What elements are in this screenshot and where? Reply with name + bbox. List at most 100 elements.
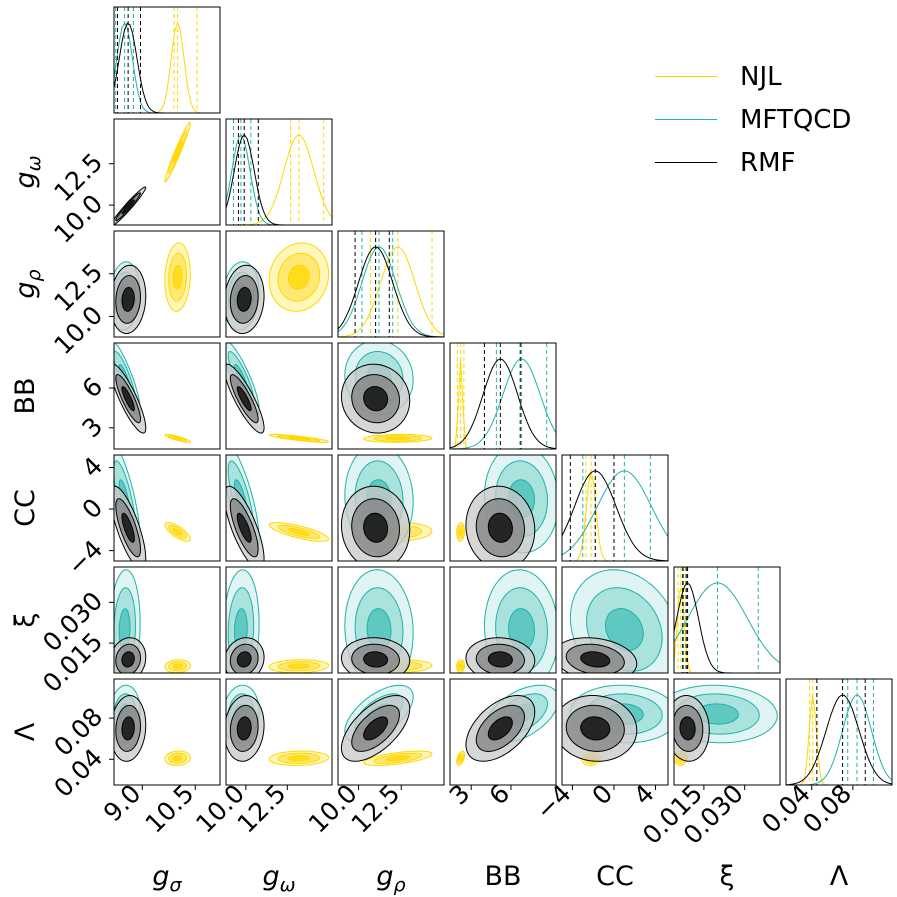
- axis-label-symbol: ξ: [719, 861, 734, 892]
- panel-frame: [113, 118, 221, 226]
- x-axis-label: Λ: [830, 861, 849, 892]
- contour-njl: [287, 264, 310, 290]
- histogram-rmf: [562, 470, 668, 561]
- x-axis-label: gρ: [376, 861, 405, 896]
- contour-njl: [458, 528, 463, 536]
- contour-njl: [172, 436, 183, 441]
- y-axis-label: ξ: [10, 612, 41, 627]
- panel-content: [456, 455, 556, 561]
- contour-rmf: [121, 386, 135, 412]
- contour-rmf: [121, 651, 135, 668]
- panel-frame: [337, 566, 445, 674]
- contour-rmf: [236, 386, 252, 412]
- histogram-rmf: [786, 694, 892, 785]
- subplot-panel: [225, 454, 333, 562]
- panel-content: [226, 242, 330, 335]
- legend-entry: RMF: [652, 143, 892, 183]
- histogram-njl: [338, 246, 444, 337]
- contour-rmf: [121, 199, 135, 215]
- subplot-panel: [449, 454, 557, 562]
- panel-content: [340, 569, 433, 673]
- panel-content: [226, 684, 330, 766]
- histogram-njl: [674, 587, 780, 673]
- histogram-njl: [562, 470, 668, 561]
- contour-njl: [287, 528, 310, 536]
- panel-frame: [561, 678, 669, 786]
- axis-label-symbol: g: [10, 281, 41, 298]
- panel-frame: [337, 454, 445, 562]
- histogram-rmf: [450, 358, 556, 449]
- axis-label-symbol: g: [376, 861, 393, 892]
- axis-label-symbol: g: [152, 861, 169, 892]
- x-tick-label: −4: [530, 779, 577, 826]
- contour-njl: [385, 436, 411, 441]
- subplot-panel: 0.040.08: [756, 678, 893, 839]
- panel-content: [226, 119, 332, 225]
- subplot-panel: [225, 342, 333, 450]
- x-tick-label: 3: [444, 779, 476, 811]
- panel-content: [562, 569, 668, 673]
- histogram-rmf: [674, 582, 780, 673]
- axis-label-symbol: Λ: [830, 861, 849, 892]
- subplot-panel: 36: [76, 342, 221, 450]
- histogram-mftqcd: [562, 470, 668, 556]
- contour-rmf: [580, 716, 611, 741]
- subplot-panel: [337, 454, 445, 562]
- subplot-panel: [225, 118, 333, 226]
- panel-frame: [113, 342, 221, 450]
- histogram-rmf: [114, 22, 220, 113]
- panel-frame: [561, 566, 669, 674]
- axis-label-symbol: Λ: [10, 722, 41, 741]
- x-axis-label: ξ: [719, 861, 734, 892]
- contour-rmf: [236, 716, 252, 741]
- panel-content: [114, 7, 220, 113]
- axis-label-symbol: BB: [484, 861, 521, 892]
- x-tick-label: 9.0: [98, 779, 147, 828]
- histogram-mftqcd: [450, 358, 556, 449]
- panel-content: [338, 231, 444, 337]
- axis-label-subscript: ρ: [23, 269, 45, 281]
- contour-njl: [385, 755, 411, 762]
- x-tick-label: 12.5: [232, 779, 292, 839]
- contour-njl: [287, 755, 310, 762]
- contour-rmf: [236, 286, 252, 312]
- histogram-njl: [786, 695, 892, 785]
- subplot-panel: 10.012.5: [48, 118, 221, 249]
- contour-njl: [172, 663, 183, 669]
- subplot-panel: [225, 566, 333, 674]
- contour-mftqcd: [604, 608, 644, 651]
- panel-frame: [449, 566, 557, 674]
- x-axis-label: gσ: [152, 861, 182, 896]
- axis-label-subscript: ρ: [394, 874, 406, 896]
- y-axis-label: gρ: [10, 269, 45, 298]
- contour-rmf: [121, 716, 135, 741]
- panel-frame: [337, 230, 445, 338]
- y-tick-label: 3: [76, 412, 108, 444]
- legend-swatch: [655, 119, 717, 120]
- subplot-panel: −4 0 4: [62, 451, 221, 581]
- panel-content: [226, 569, 330, 673]
- histogram-mftqcd: [786, 694, 892, 785]
- subplot-panel: 10.012.5: [48, 230, 221, 360]
- subplot-panel: [561, 454, 669, 562]
- legend-label: RMF: [740, 148, 796, 178]
- panel-frame: [337, 678, 445, 786]
- panel-frame: [673, 678, 781, 786]
- contour-rmf: [363, 512, 389, 543]
- panel-content: [786, 679, 892, 785]
- y-tick-label: 10.0: [48, 300, 108, 360]
- x-tick-label: 0.08: [797, 779, 857, 839]
- axis-label-symbol: BB: [10, 377, 41, 414]
- panel-content: [114, 455, 191, 561]
- contour-rmf: [487, 512, 513, 543]
- contour-rmf: [236, 651, 252, 668]
- panel-frame: [673, 566, 781, 674]
- subplot-panel: [673, 566, 781, 674]
- axis-label-symbol: ξ: [10, 612, 41, 627]
- panel-content: [114, 684, 191, 766]
- contour-njl: [287, 436, 311, 441]
- axis-label-symbol: g: [262, 861, 279, 892]
- subplot-panel: [337, 566, 445, 674]
- contour-rmf: [580, 651, 611, 668]
